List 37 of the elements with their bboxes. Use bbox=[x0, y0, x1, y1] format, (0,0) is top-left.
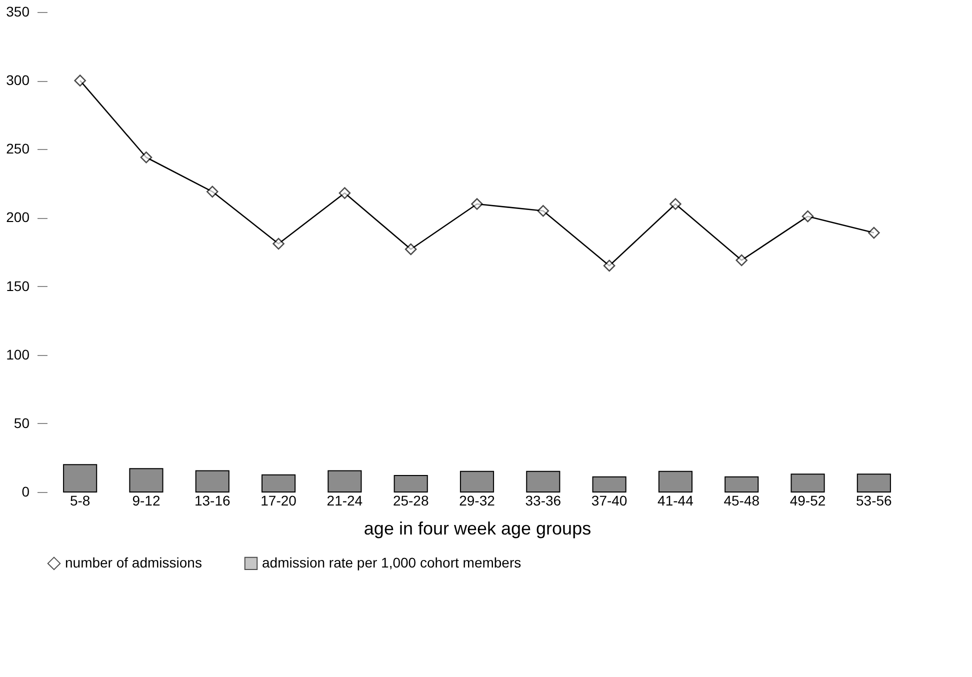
x-tick-label: 29-32 bbox=[459, 492, 496, 508]
y-tick-label: 350 bbox=[6, 4, 30, 20]
x-tick-label: 17-20 bbox=[260, 492, 297, 508]
x-tick-label: 5-8 bbox=[70, 492, 90, 508]
legend-label: number of admissions bbox=[65, 554, 202, 570]
point bbox=[670, 198, 682, 210]
x-tick-label: 33-36 bbox=[525, 492, 562, 508]
y-tick-label: 250 bbox=[6, 140, 30, 157]
point bbox=[404, 243, 417, 256]
point bbox=[603, 260, 616, 272]
x-axis-title: age in four week age groups bbox=[364, 518, 592, 538]
y-tick-label: 300 bbox=[6, 72, 30, 88]
x-tick-label: 45-48 bbox=[724, 492, 760, 508]
y-tick-label: 0 bbox=[22, 484, 30, 500]
x-tick-label: 21-24 bbox=[326, 492, 363, 508]
point bbox=[74, 74, 86, 86]
point bbox=[868, 226, 880, 239]
point bbox=[471, 198, 483, 210]
point bbox=[802, 210, 814, 222]
y-tick-label: 200 bbox=[6, 209, 30, 226]
x-tick-label: 13-16 bbox=[194, 492, 230, 508]
x-tick-label: 9-12 bbox=[132, 492, 160, 508]
y-tick-label: 50 bbox=[14, 414, 30, 431]
x-tick-label: 49-52 bbox=[790, 492, 826, 508]
x-tick-label: 37-40 bbox=[591, 492, 628, 508]
point bbox=[206, 186, 218, 198]
legend-label: admission rate per 1,000 cohort members bbox=[262, 554, 522, 570]
point bbox=[736, 254, 748, 266]
x-tick-label: 25-28 bbox=[392, 492, 429, 508]
y-tick-label: 150 bbox=[6, 278, 30, 294]
point bbox=[338, 187, 351, 199]
point bbox=[537, 204, 550, 217]
point bbox=[272, 238, 284, 250]
x-tick-label: 41-44 bbox=[658, 492, 694, 508]
x-tick-label: 53-56 bbox=[856, 492, 892, 508]
point bbox=[140, 151, 152, 164]
y-tick-label: 100 bbox=[6, 346, 30, 362]
